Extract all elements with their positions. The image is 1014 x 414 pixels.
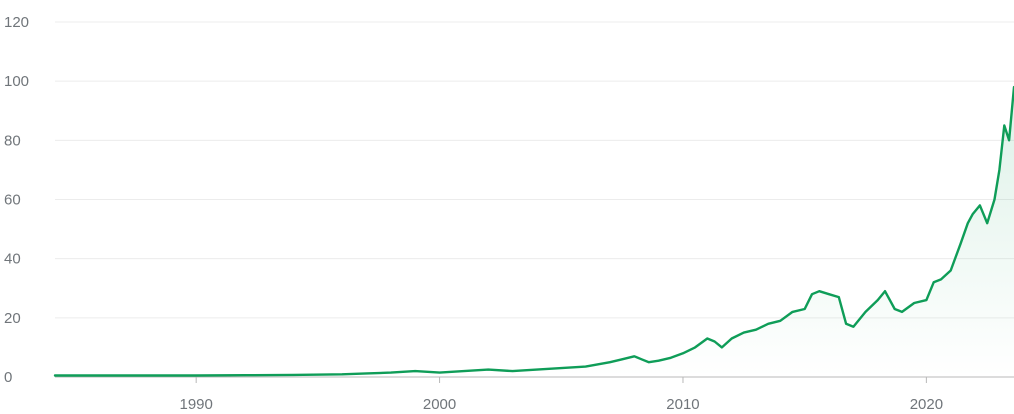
data-point <box>694 346 696 349</box>
y-tick-label: 120 <box>4 14 29 31</box>
data-point <box>913 302 916 304</box>
data-point <box>876 299 879 301</box>
data-point <box>633 355 636 358</box>
data-point <box>837 296 840 298</box>
data-point <box>511 370 514 372</box>
data-point <box>959 243 962 245</box>
y-tick-label: 0 <box>4 369 12 386</box>
data-point <box>767 322 770 325</box>
data-point <box>852 325 855 328</box>
data-point <box>54 374 56 377</box>
data-point <box>818 290 821 293</box>
x-tick-label: 2000 <box>423 396 456 413</box>
y-tick-label: 20 <box>4 310 21 327</box>
data-point <box>487 368 490 371</box>
data-point <box>621 358 623 361</box>
data-point <box>864 311 867 313</box>
series-area-fill <box>55 87 1014 377</box>
grid-lines <box>55 21 1014 383</box>
data-point <box>463 370 465 372</box>
data-point <box>341 373 344 376</box>
data-point <box>195 374 198 377</box>
series-layer <box>53 85 1014 377</box>
data-point <box>993 198 996 201</box>
data-point <box>648 361 650 364</box>
data-point <box>845 322 847 325</box>
x-axis-labels: 1990 2000 2010 2020 <box>179 396 943 413</box>
y-tick-label: 100 <box>4 73 29 90</box>
data-point <box>986 222 989 225</box>
data-point <box>713 340 716 343</box>
data-point <box>998 169 1001 171</box>
x-tick-label: 1990 <box>179 396 212 413</box>
data-point <box>1003 124 1006 127</box>
data-point <box>669 356 672 359</box>
data-point <box>1008 139 1010 142</box>
data-point <box>791 311 794 313</box>
data-point <box>940 278 942 281</box>
data-point <box>536 368 538 371</box>
y-tick-label: 40 <box>4 251 21 268</box>
y-tick-label: 60 <box>4 192 21 209</box>
data-point <box>971 213 974 216</box>
data-point <box>414 370 417 372</box>
data-point <box>884 290 886 293</box>
data-point <box>640 358 643 361</box>
data-point <box>779 319 782 322</box>
series-line <box>53 85 1014 377</box>
data-point <box>721 346 723 349</box>
data-point <box>682 352 684 355</box>
y-tick-label: 80 <box>4 132 21 149</box>
data-point <box>706 337 709 340</box>
data-point <box>560 367 563 369</box>
data-point <box>609 361 611 364</box>
data-point <box>893 308 896 310</box>
data-point <box>146 374 149 377</box>
data-point <box>755 328 757 331</box>
data-point <box>932 281 935 284</box>
data-point <box>925 299 928 301</box>
data-point <box>979 204 981 207</box>
data-point <box>292 374 295 376</box>
data-point <box>390 371 392 374</box>
data-point <box>657 359 660 362</box>
data-point <box>730 337 733 340</box>
data-point <box>828 293 830 296</box>
data-point <box>742 331 745 334</box>
data-point <box>901 311 903 313</box>
data-point <box>584 365 587 368</box>
data-point <box>949 269 952 272</box>
data-point <box>365 372 368 375</box>
data-point <box>811 293 813 296</box>
y-axis-labels: 0 20 40 60 80 100 120 <box>4 14 29 386</box>
data-point <box>966 222 969 225</box>
data-point <box>438 371 441 374</box>
x-tick-label: 2020 <box>910 396 943 413</box>
data-point <box>244 374 246 377</box>
data-point <box>97 374 100 377</box>
data-point <box>803 308 806 310</box>
x-tick-label: 2010 <box>666 396 699 413</box>
